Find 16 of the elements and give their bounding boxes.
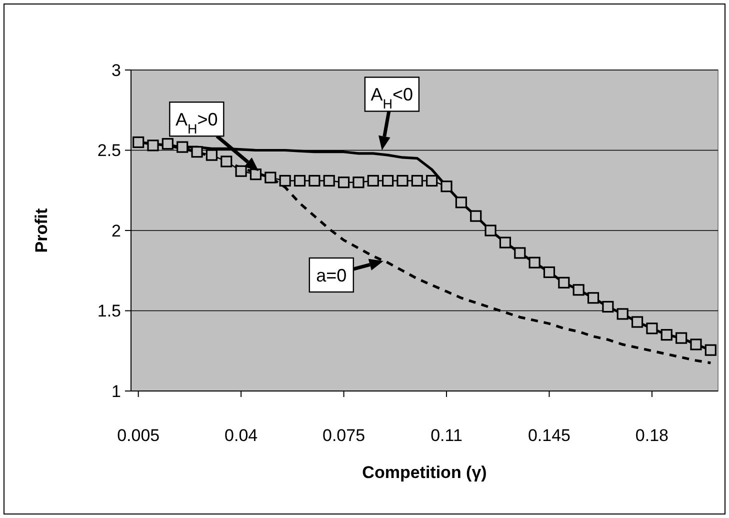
y-tick-label: 2 xyxy=(112,221,121,240)
x-tick-label: 0.18 xyxy=(635,426,669,445)
x-tick-label: 0.005 xyxy=(117,426,160,445)
y-tick-label: 2.5 xyxy=(97,141,121,160)
y-tick-label: 3 xyxy=(112,60,121,80)
x-tick-label: 0.145 xyxy=(528,426,571,445)
x-tick-label: 0.04 xyxy=(224,426,258,445)
y-axis-title: Profit xyxy=(32,208,51,253)
y-tick-label: 1.5 xyxy=(97,302,121,321)
x-axis-title: Competition (γ) xyxy=(362,463,487,482)
x-tick-label: 0.11 xyxy=(430,426,462,445)
annotation: A$_{H}$>0 xyxy=(176,109,218,136)
annotation: a=0 xyxy=(316,265,347,286)
x-tick-label: 0.075 xyxy=(322,426,366,445)
annotation: A$_{H}$<0 xyxy=(370,84,414,112)
y-tick-label: 1 xyxy=(112,382,121,401)
